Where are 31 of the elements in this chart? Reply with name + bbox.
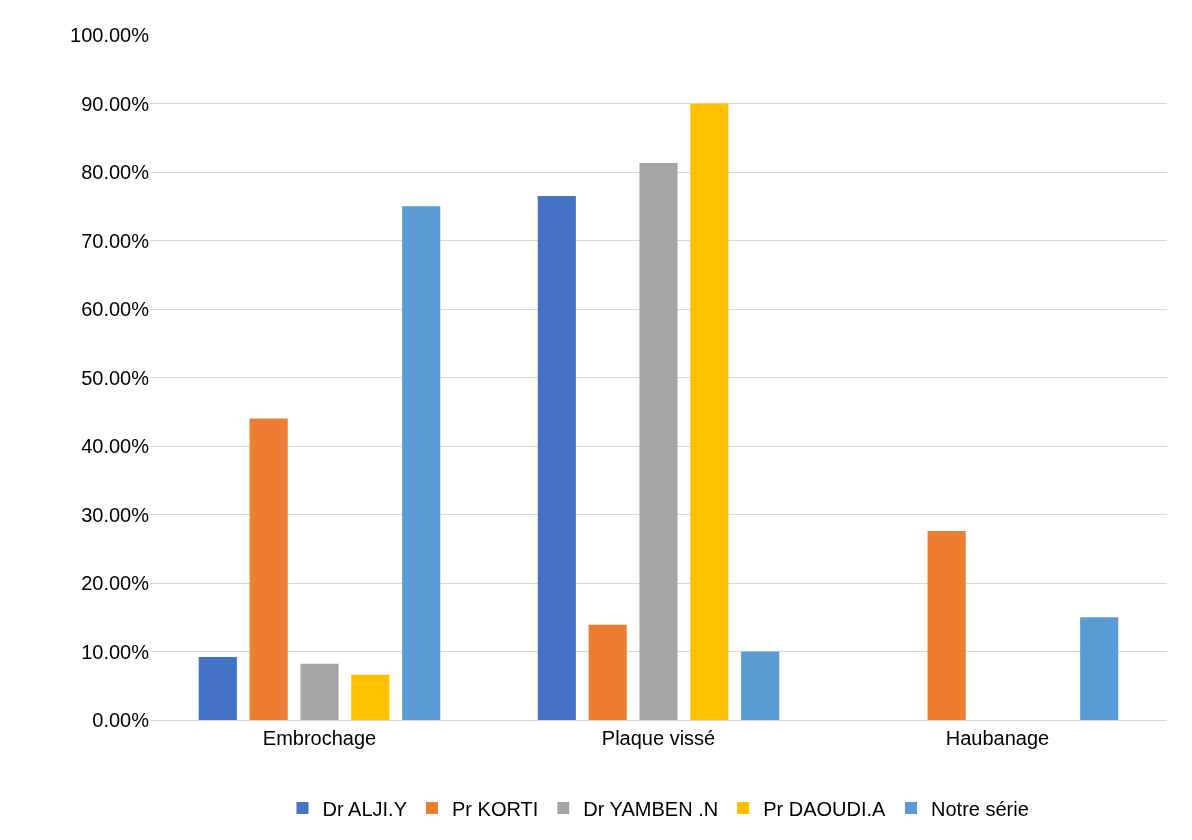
bar: [639, 163, 678, 720]
bar: [1080, 617, 1119, 720]
bar: [300, 663, 339, 720]
x-tick-label: Haubanage: [945, 727, 1050, 749]
legend-label: Dr YAMBEN .N: [583, 797, 719, 820]
y-tick-label: 90.00%: [81, 92, 150, 115]
y-tick-label: 60.00%: [81, 298, 150, 320]
y-tick-label: 100.00%: [70, 24, 150, 46]
bar: [741, 651, 780, 720]
bar: [351, 674, 390, 720]
x-tick-label: Plaque vissé: [601, 727, 716, 749]
bar: [249, 418, 288, 720]
x-tick-label: Embrochage: [262, 727, 377, 749]
y-tick-label: 80.00%: [81, 161, 150, 183]
bar: [927, 530, 966, 720]
legend-label: Notre série: [931, 797, 1029, 820]
bar: [198, 656, 237, 720]
y-tick-label: 50.00%: [81, 366, 150, 389]
y-tick-label: 10.00%: [81, 640, 150, 663]
y-tick-label: 70.00%: [81, 229, 150, 252]
bar: [690, 103, 729, 720]
bar: [402, 206, 441, 720]
y-tick-label: 40.00%: [81, 435, 150, 457]
y-tick-label: 30.00%: [81, 503, 150, 526]
bar: [537, 195, 576, 720]
legend-label: Pr DAOUDI.A: [763, 797, 887, 820]
y-tick-label: 20.00%: [81, 572, 150, 594]
y-tick-label: 0.00%: [92, 709, 150, 731]
bar: [588, 624, 627, 720]
legend-label: Dr ALJI.Y: [322, 797, 407, 820]
legend-label: Pr KORTI: [451, 797, 539, 820]
